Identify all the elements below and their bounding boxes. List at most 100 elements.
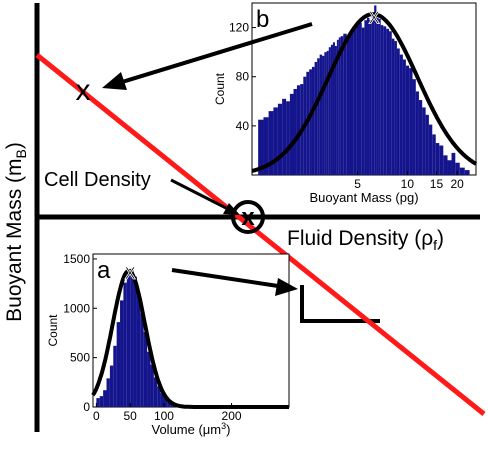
histogram-bar <box>386 29 389 175</box>
x-axis-label: Buoyant Mass (pg) <box>309 190 418 205</box>
histogram-bar <box>341 36 344 175</box>
slope-triangle <box>302 285 380 321</box>
histogram-bar <box>134 277 137 407</box>
histogram-bar <box>278 104 282 175</box>
histogram-bar <box>359 23 362 175</box>
inset-panel-b: 5 10 15 20 40 80 120 Count Buoyant Mass (pg) b x <box>213 3 476 205</box>
histogram-bar <box>123 283 126 407</box>
histogram-bar <box>324 52 326 175</box>
histogram-bar <box>343 34 346 175</box>
histogram-bar <box>400 55 403 175</box>
histogram-bar <box>294 89 297 175</box>
histogram-bar <box>419 100 422 175</box>
y-tick-label: 0 <box>83 400 90 414</box>
histogram-bar <box>103 390 106 407</box>
connector-arrowhead-b <box>102 72 127 90</box>
histogram-bar <box>329 47 331 175</box>
histogram-bar <box>347 36 350 175</box>
histogram-bar <box>96 398 99 407</box>
histogram-bar <box>392 39 395 175</box>
histogram-bar <box>309 69 312 175</box>
histogram-bar <box>315 62 318 175</box>
x-tick-label: 10 <box>401 177 415 191</box>
histogram-bar <box>426 115 429 175</box>
histogram-bar <box>416 91 419 175</box>
histogram-bar <box>356 25 359 175</box>
histogram-bar <box>409 68 412 175</box>
y-axis-label: Buoyant Mass (mB) <box>3 142 29 322</box>
histogram-bar <box>465 170 470 175</box>
histogram-bar <box>397 48 400 175</box>
y-tick-label: 40 <box>236 119 250 133</box>
histogram-bar <box>379 19 381 175</box>
histogram-bar <box>140 313 143 407</box>
histogram-bar <box>144 332 147 407</box>
histogram-bar <box>317 58 319 175</box>
histogram-bar <box>381 25 384 175</box>
histogram-bar <box>383 26 386 175</box>
histogram-bar <box>127 272 130 407</box>
histogram-bar <box>312 67 315 175</box>
histogram-bar <box>353 29 356 175</box>
histogram-bar <box>429 125 432 175</box>
histogram-bar <box>413 79 416 175</box>
histogram-bar <box>406 66 409 175</box>
y-tick-label: 80 <box>236 70 250 84</box>
histogram-bar <box>372 13 374 175</box>
histogram-bar <box>432 134 435 175</box>
histogram-bar <box>439 146 443 175</box>
histogram-bar <box>448 160 452 175</box>
x-axis-label: Volume (μm3) <box>152 421 231 437</box>
histogram-bar <box>452 153 456 175</box>
histogram-bar <box>117 322 120 407</box>
x-tick-label: 100 <box>154 409 174 423</box>
histogram-bar <box>460 168 465 175</box>
histogram-bar <box>137 293 140 407</box>
histogram-bar <box>403 60 406 175</box>
y-axis-label: Count <box>46 314 60 347</box>
panel-label: b <box>256 6 269 33</box>
histogram-bar <box>273 107 277 175</box>
y-tick-label: 120 <box>229 21 249 35</box>
histogram-bar <box>120 300 123 407</box>
histogram-bar <box>327 51 329 175</box>
cell-density-label: Cell Density <box>44 169 151 191</box>
y-tick-label: 500 <box>70 351 90 365</box>
histogram-bar <box>369 20 371 175</box>
peak-marker: x <box>369 3 380 28</box>
histogram-bar <box>443 155 447 175</box>
histogram-bar <box>376 18 378 175</box>
histogram-bar <box>110 366 113 407</box>
panel-label: a <box>97 257 111 284</box>
histogram-bar <box>113 346 116 407</box>
histogram-bar <box>362 28 365 175</box>
line-marker-b: x <box>76 74 91 107</box>
histogram-bar <box>422 107 425 175</box>
histogram-bar <box>147 352 150 407</box>
x-tick-label: 5 <box>354 177 361 191</box>
histogram-bar <box>100 396 103 407</box>
x-axis-label: Fluid Density (ρf) <box>287 227 444 253</box>
x-tick-label: 50 <box>123 409 137 423</box>
histogram-bar <box>290 94 294 175</box>
histogram-bar <box>350 32 353 175</box>
y-tick-label: 1000 <box>63 301 90 315</box>
histogram-bar <box>367 18 369 175</box>
x-tick-label: 15 <box>430 177 444 191</box>
histogram-bar <box>282 99 286 175</box>
histogram-bar <box>322 56 324 175</box>
histogram-bar <box>107 378 110 407</box>
histogram-bar <box>436 143 440 175</box>
histogram-bar <box>286 101 290 175</box>
y-axis-label: Count <box>213 72 227 105</box>
y-tick-label: 1500 <box>63 252 90 266</box>
x-tick-label: 0 <box>93 409 100 423</box>
histogram-bar <box>130 269 133 407</box>
x-tick-label: 20 <box>450 177 464 191</box>
peak-marker: x <box>125 259 136 284</box>
histogram-bar <box>374 5 376 175</box>
cell-density-marker: x <box>241 204 255 231</box>
histogram-bar <box>389 31 392 175</box>
